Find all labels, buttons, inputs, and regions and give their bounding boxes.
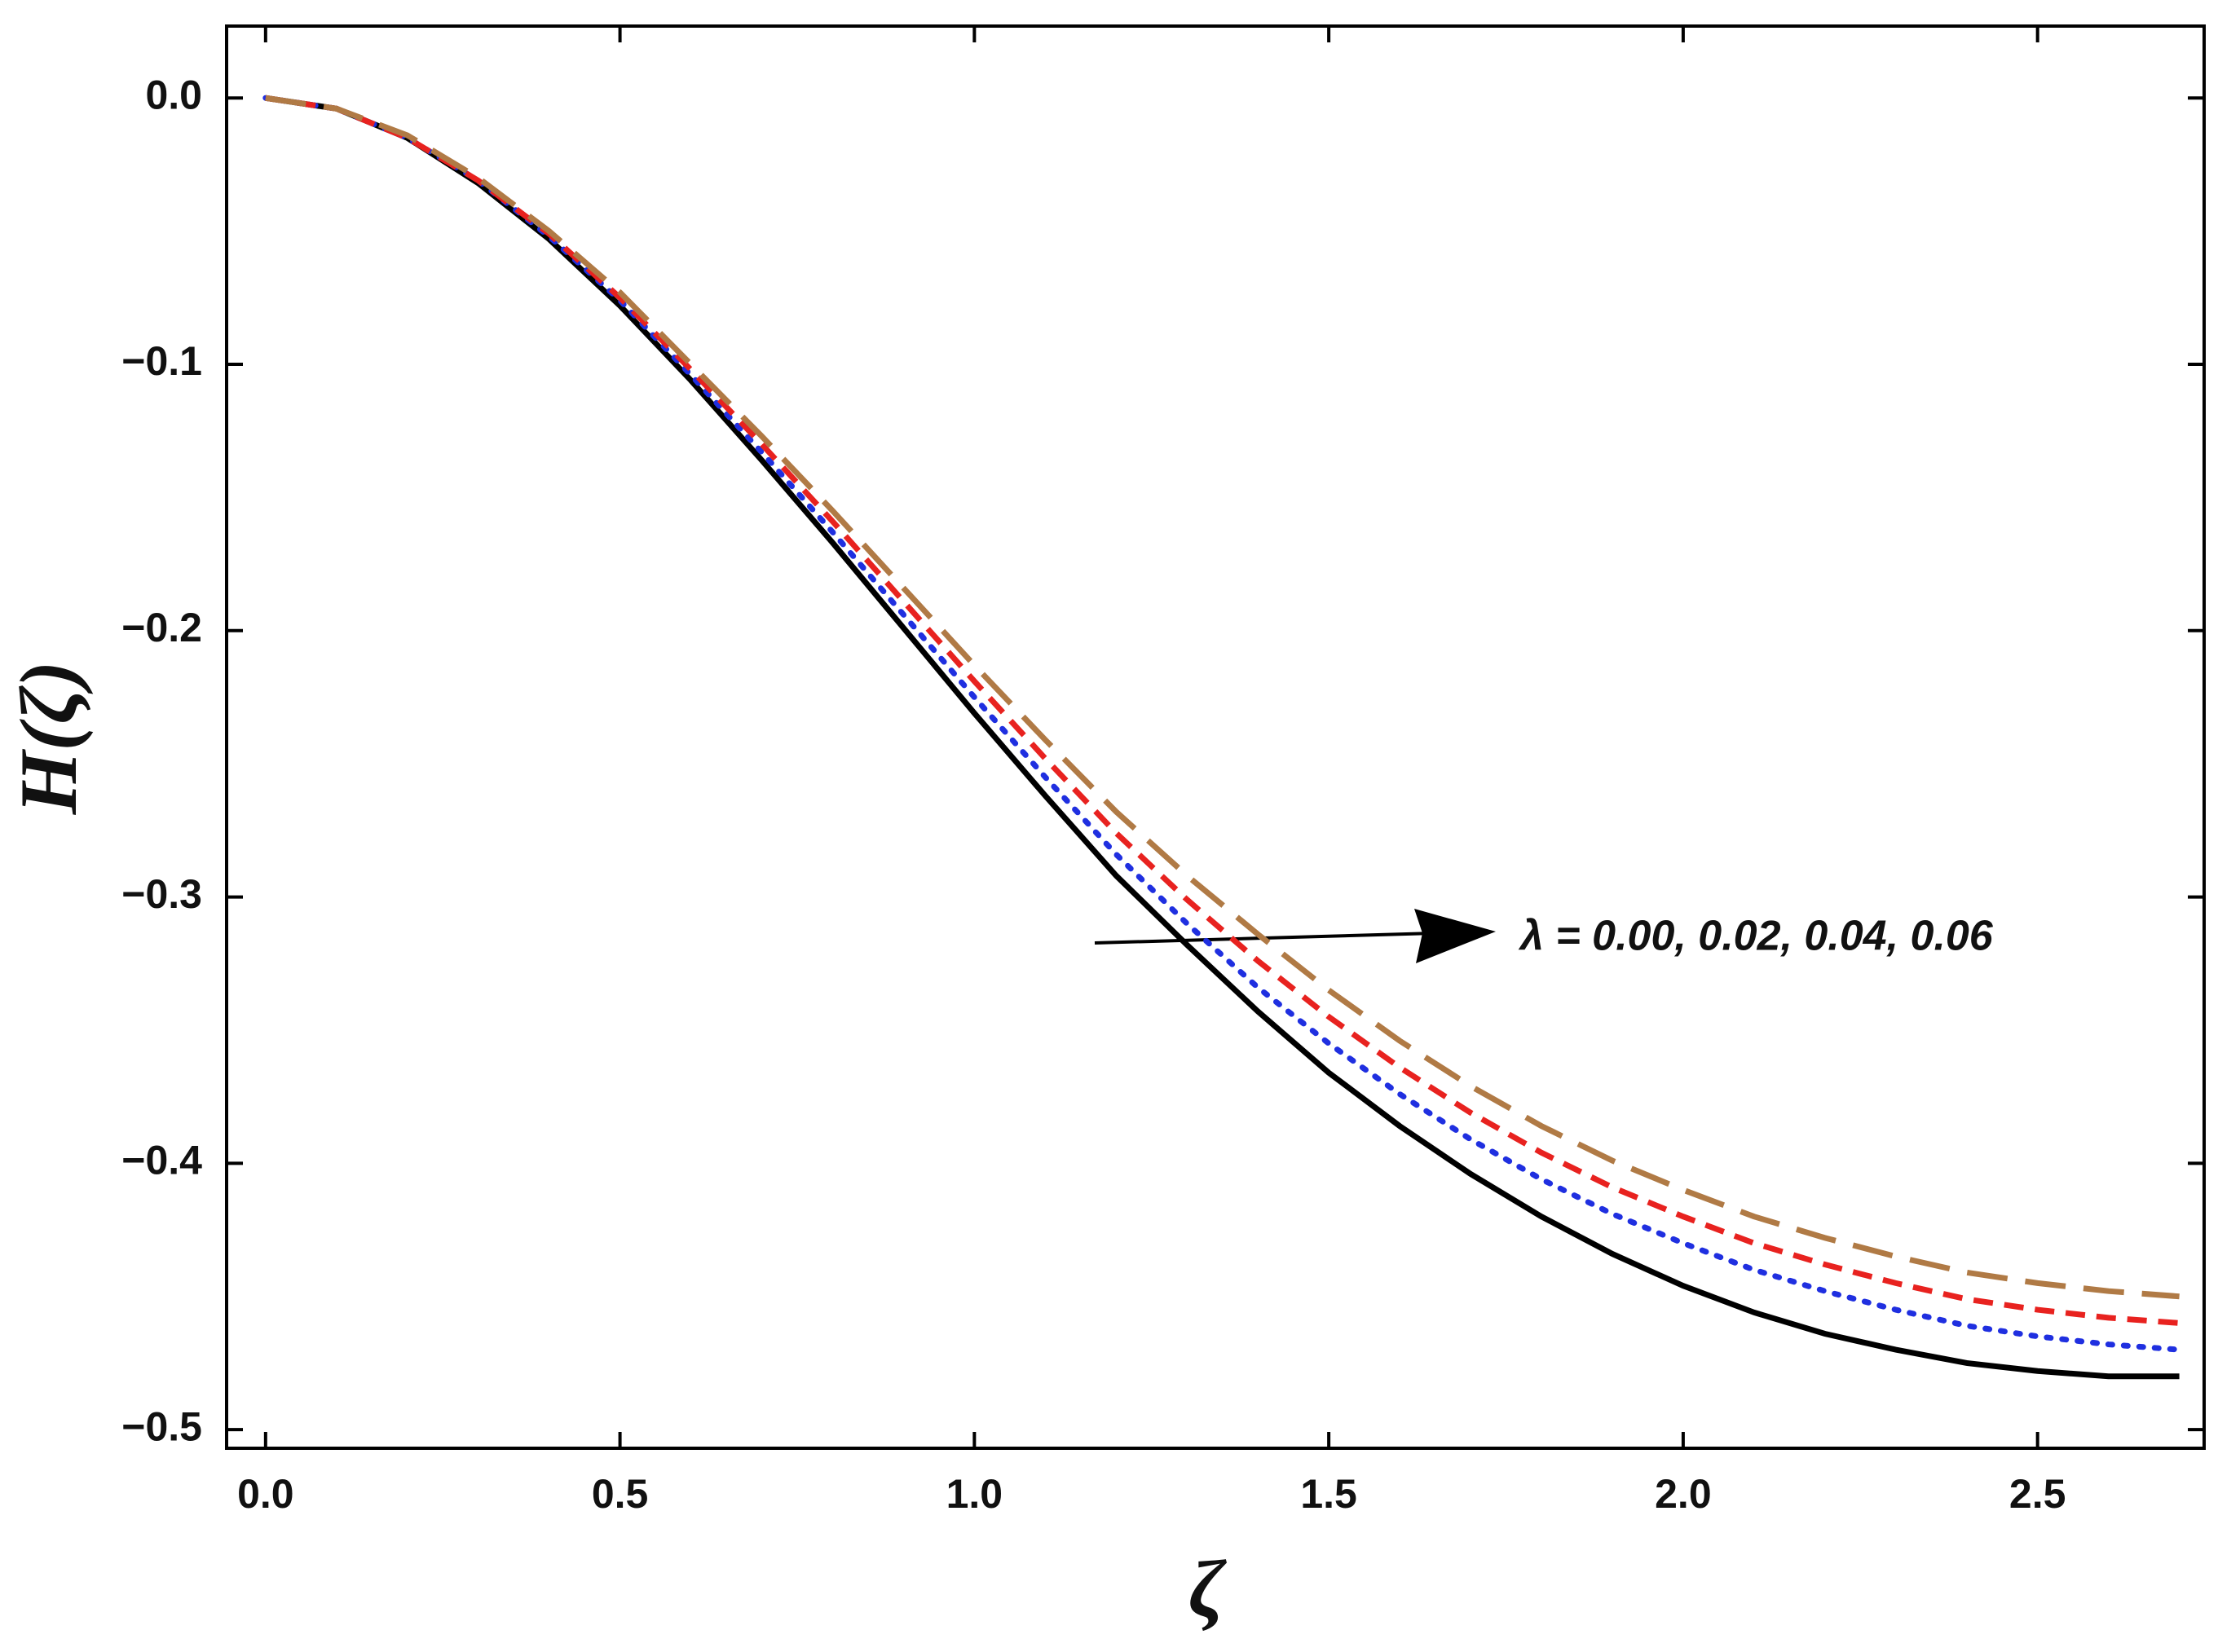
series-line — [265, 95, 2180, 1380]
arrow-head — [1414, 909, 1496, 963]
y-tick-label: −0.4 — [121, 1138, 202, 1183]
x-axis-label: ζ — [1188, 1544, 1227, 1634]
y-tick-label: −0.2 — [121, 605, 202, 650]
x-tick-label: 0.5 — [592, 1471, 649, 1517]
x-tick-label: 1.0 — [946, 1471, 1003, 1517]
series-line — [262, 95, 2183, 1353]
y-tick-label: 0.0 — [145, 72, 202, 117]
x-tick-label: 1.5 — [1300, 1471, 1357, 1517]
x-tick-label: 0.0 — [237, 1471, 294, 1517]
series-line — [265, 95, 2180, 1300]
y-tick-label: −0.5 — [121, 1403, 202, 1449]
series-line — [265, 95, 2180, 1326]
x-tick-label: 2.0 — [1655, 1471, 1712, 1517]
plot-frame — [225, 24, 2206, 1450]
y-tick-label: −0.3 — [121, 871, 202, 917]
annotation: λ = 0.00, 0.02, 0.04, 0.06 — [1518, 913, 1994, 960]
y-axis-label: H(ζ) — [3, 661, 94, 815]
x-tick-label: 2.5 — [2009, 1471, 2066, 1517]
y-tick-label: −0.1 — [121, 338, 202, 384]
